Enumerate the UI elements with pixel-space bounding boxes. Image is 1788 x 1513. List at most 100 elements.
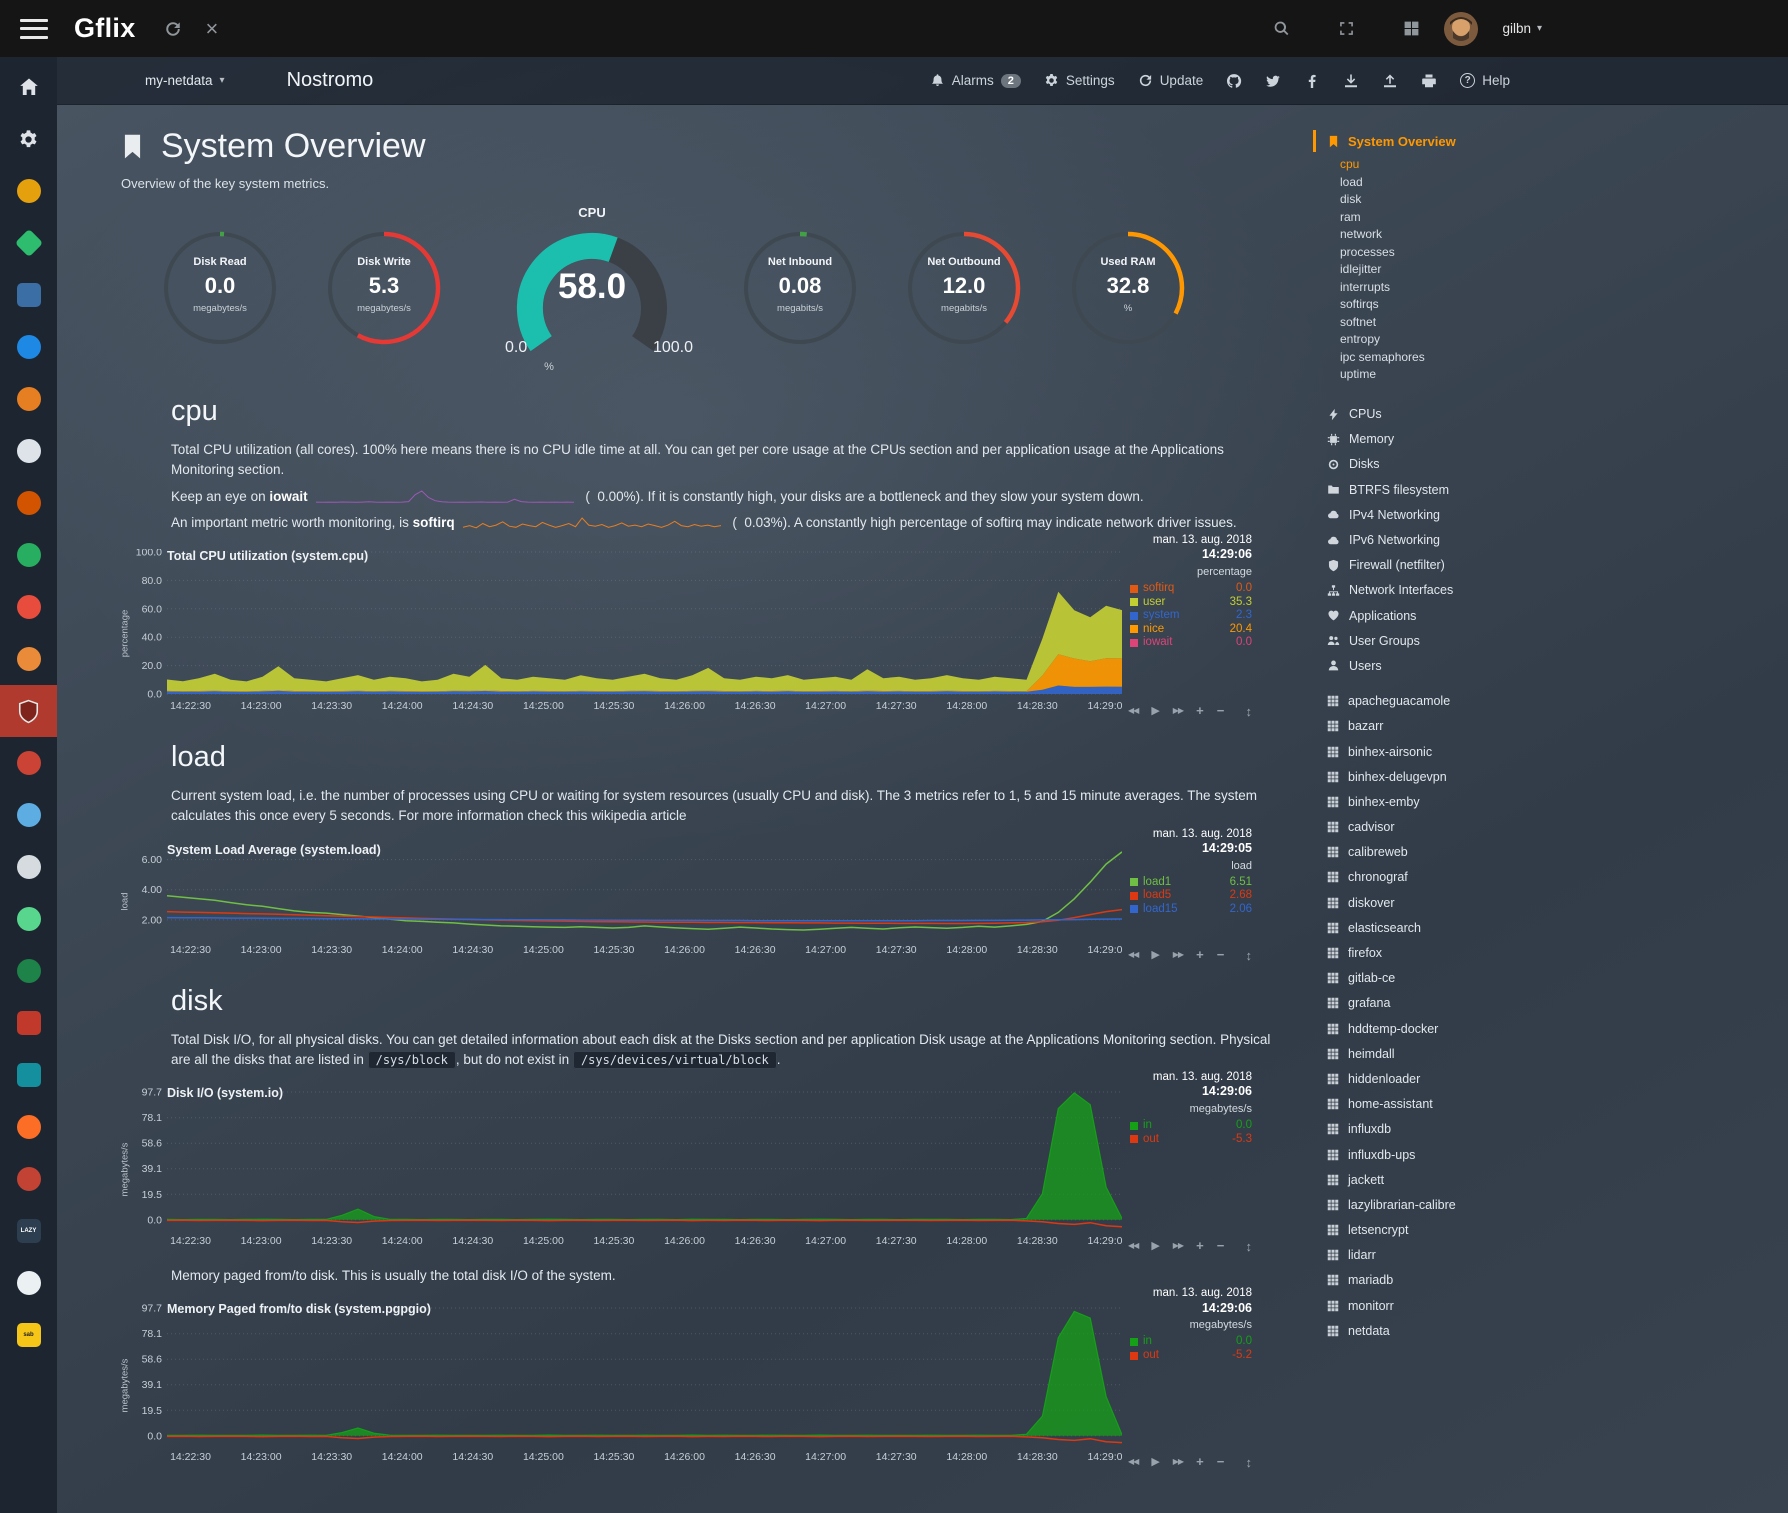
menu-section-ipv4-networking[interactable]: IPv4 Networking xyxy=(1327,502,1767,527)
chart-resize-handle[interactable]: ↕ xyxy=(1245,1455,1253,1471)
chart-resize-handle[interactable]: ↕ xyxy=(1245,947,1253,963)
menu-section-ipv6-networking[interactable]: IPv6 Networking xyxy=(1327,527,1767,552)
close-icon[interactable]: × xyxy=(205,15,219,41)
sidebar-item[interactable] xyxy=(0,841,57,893)
chart-disk[interactable]: Disk I/O (system.io) megabytes/s 0.0 19.5… xyxy=(119,1071,1327,1254)
pan-forward-icon[interactable]: ▶▶ xyxy=(1172,1241,1184,1250)
sidebar-item[interactable] xyxy=(0,789,57,841)
sidebar-item[interactable] xyxy=(0,1153,57,1205)
menu-section-cpus[interactable]: CPUs xyxy=(1327,402,1767,427)
menu-section-disks[interactable]: Disks xyxy=(1327,452,1767,477)
menu-section-user-groups[interactable]: User Groups xyxy=(1327,628,1767,653)
menu-subitem-network[interactable]: network xyxy=(1340,227,1383,241)
gauge-cpu[interactable]: CPU 58.0 0.0 100.0% xyxy=(489,205,695,373)
avatar[interactable] xyxy=(1444,11,1479,46)
menu-app-firefox[interactable]: firefox xyxy=(1327,940,1767,965)
sidebar-item[interactable] xyxy=(0,997,57,1049)
chart-plot[interactable]: 0.0 19.5 39.1 58.6 78.1 97.7 14:22:30 14:23:00 1… xyxy=(131,1086,1122,1252)
sidebar-item[interactable] xyxy=(0,581,57,633)
sidebar-item[interactable] xyxy=(0,425,57,477)
import-button[interactable] xyxy=(1343,73,1359,89)
sidebar-item[interactable] xyxy=(0,633,57,685)
sidebar-item[interactable] xyxy=(0,737,57,789)
chart-plot[interactable]: 0.0 20.0 40.0 60.0 80.0 100.0 14:22:30 14:23:00… xyxy=(131,549,1122,717)
sidebar-item[interactable] xyxy=(0,269,57,321)
help-button[interactable]: ? Help xyxy=(1460,73,1510,88)
zoom-in-icon[interactable]: + xyxy=(1196,1238,1204,1253)
sidebar-item[interactable] xyxy=(0,529,57,581)
menu-app-hddtemp-docker[interactable]: hddtemp-docker xyxy=(1327,1016,1767,1041)
chart-cpu[interactable]: Total CPU utilization (system.cpu) perce… xyxy=(119,534,1327,719)
menu-app-influxdb[interactable]: influxdb xyxy=(1327,1117,1767,1142)
menu-subitem-uptime[interactable]: uptime xyxy=(1340,367,1377,381)
menu-subitem-load[interactable]: load xyxy=(1340,174,1363,189)
menu-app-apacheguacamole[interactable]: apacheguacamole xyxy=(1327,689,1767,714)
legend-item-system[interactable]: system 2.3 xyxy=(1130,609,1252,623)
menu-subitem-processes[interactable]: processes xyxy=(1340,244,1395,259)
menu-app-home-assistant[interactable]: home-assistant xyxy=(1327,1092,1767,1117)
settings-button[interactable]: Settings xyxy=(1044,73,1115,88)
sidebar-item[interactable] xyxy=(0,321,57,373)
menu-subitem-interrupts[interactable]: interrupts xyxy=(1340,279,1391,294)
pan-backward-icon[interactable]: ◀◀ xyxy=(1128,1457,1139,1467)
gauge-net-outbound[interactable]: Net Outbound 12.0 megabits/s xyxy=(905,229,1023,347)
zoom-out-icon[interactable]: − xyxy=(1216,703,1225,718)
menu-app-calibreweb[interactable]: calibreweb xyxy=(1327,840,1767,865)
menu-app-cadvisor[interactable]: cadvisor xyxy=(1327,815,1767,840)
menu-section-applications[interactable]: Applications xyxy=(1327,603,1767,628)
zoom-in-icon[interactable]: + xyxy=(1196,1454,1204,1470)
menu-app-chronograf[interactable]: chronograf xyxy=(1327,865,1767,890)
zoom-out-icon[interactable]: − xyxy=(1216,1238,1225,1253)
menu-subitem-ipc-semaphores[interactable]: ipc semaphores xyxy=(1340,349,1425,364)
menu-app-elasticsearch[interactable]: elasticsearch xyxy=(1327,915,1767,940)
print-button[interactable] xyxy=(1421,73,1437,89)
export-button[interactable] xyxy=(1382,73,1398,89)
sidebar-item[interactable] xyxy=(0,165,57,217)
menu-app-binhex-airsonic[interactable]: binhex-airsonic xyxy=(1327,739,1767,764)
zoom-out-icon[interactable]: − xyxy=(1216,946,1225,962)
pan-forward-icon[interactable]: ▶▶ xyxy=(1172,949,1184,959)
chart-memory-paged[interactable]: Memory Paged from/to disk (system.pgpgio… xyxy=(119,1287,1327,1471)
menu-app-mariadb[interactable]: mariadb xyxy=(1327,1268,1767,1293)
menu-subitem-entropy[interactable]: entropy xyxy=(1340,332,1381,346)
menu-section-users[interactable]: Users xyxy=(1327,653,1767,678)
menu-subitem-softirqs[interactable]: softirqs xyxy=(1340,297,1379,311)
play-icon[interactable]: ▶ xyxy=(1151,1456,1160,1469)
play-icon[interactable]: ▶ xyxy=(1151,705,1160,717)
chart-resize-handle[interactable]: ↕ xyxy=(1245,704,1253,719)
update-button[interactable]: Update xyxy=(1138,73,1203,88)
sidebar-item[interactable] xyxy=(0,61,57,113)
menu-app-hiddenloader[interactable]: hiddenloader xyxy=(1327,1066,1767,1091)
menu-app-bazarr[interactable]: bazarr xyxy=(1327,714,1767,739)
refresh-icon[interactable] xyxy=(164,20,182,38)
legend-item-user[interactable]: user 35.3 xyxy=(1130,596,1252,610)
pan-forward-icon[interactable]: ▶▶ xyxy=(1172,706,1184,715)
menu-app-heimdall[interactable]: heimdall xyxy=(1327,1041,1767,1066)
legend-item-load15[interactable]: load15 2.06 xyxy=(1130,903,1252,917)
menu-app-monitorr[interactable]: monitorr xyxy=(1327,1293,1767,1318)
menu-app-binhex-emby[interactable]: binhex-emby xyxy=(1327,789,1767,814)
github-link[interactable] xyxy=(1226,73,1242,89)
menu-app-jackett[interactable]: jackett xyxy=(1327,1167,1767,1192)
chart-plot[interactable]: 2.00 4.00 6.00 14:22:30 14:23:00 14:23:30 14:2… xyxy=(131,843,1122,961)
sidebar-item[interactable] xyxy=(0,373,57,425)
apps-grid-icon[interactable] xyxy=(1403,20,1420,37)
menu-icon[interactable] xyxy=(20,18,48,39)
gauge-disk-read[interactable]: Disk Read 0.0 megabytes/s xyxy=(161,229,279,347)
user-menu[interactable]: gilbn ▾ xyxy=(1502,21,1542,36)
menu-section-btrfs-filesystem[interactable]: BTRFS filesystem xyxy=(1327,477,1767,502)
fullscreen-icon[interactable] xyxy=(1338,20,1355,37)
sidebar-item[interactable] xyxy=(0,113,57,165)
alarms-button[interactable]: Alarms 2 xyxy=(930,73,1021,88)
menu-subitem-cpu[interactable]: cpu xyxy=(1340,157,1360,171)
menu-app-letsencrypt[interactable]: letsencrypt xyxy=(1327,1218,1767,1243)
pan-forward-icon[interactable]: ▶▶ xyxy=(1172,1457,1184,1467)
menu-app-influxdb-ups[interactable]: influxdb-ups xyxy=(1327,1142,1767,1167)
menu-app-lidarr[interactable]: lidarr xyxy=(1327,1243,1767,1268)
gauge-disk-write[interactable]: Disk Write 5.3 megabytes/s xyxy=(325,229,443,347)
sidebar-item[interactable] xyxy=(0,945,57,997)
menu-app-lazylibrarian-calibre[interactable]: lazylibrarian-calibre xyxy=(1327,1192,1767,1217)
legend-item-load1[interactable]: load1 6.51 xyxy=(1130,876,1252,890)
sidebar-item[interactable] xyxy=(0,217,57,269)
sidebar-item[interactable] xyxy=(0,893,57,945)
